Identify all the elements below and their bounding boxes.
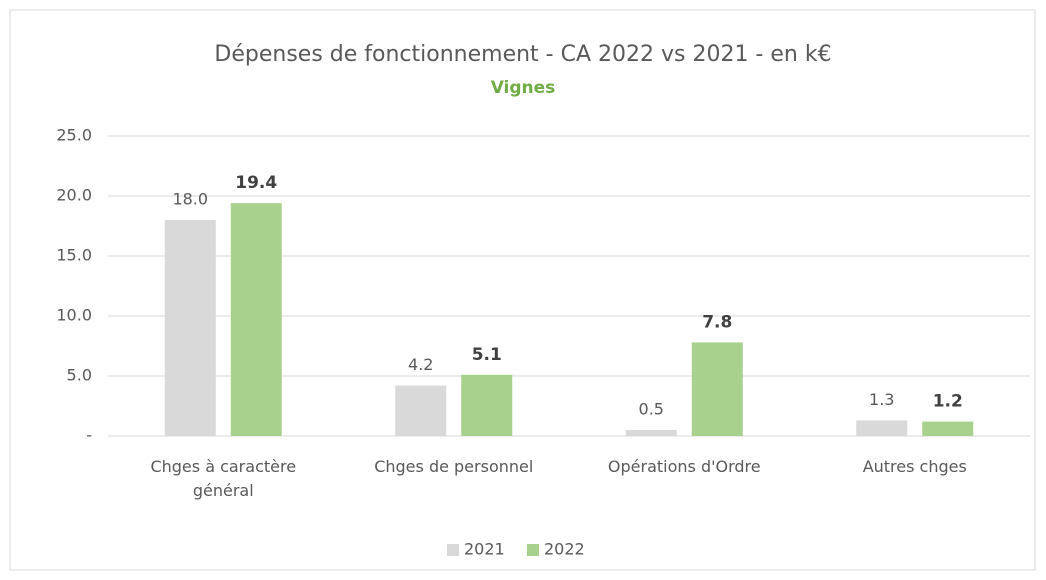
y-tick-label: 5.0 xyxy=(67,366,92,385)
y-tick-label: - xyxy=(86,426,92,445)
data-label: 18.0 xyxy=(172,190,208,209)
data-label: 5.1 xyxy=(472,345,502,365)
bar xyxy=(395,385,447,436)
bar xyxy=(922,421,974,436)
bar xyxy=(625,430,677,436)
bar xyxy=(461,374,513,436)
x-tick-label: Autres chges xyxy=(862,457,967,476)
legend-swatch xyxy=(527,544,539,556)
y-tick-label: 25.0 xyxy=(56,126,92,145)
data-label: 1.3 xyxy=(869,390,894,409)
bar xyxy=(691,342,743,436)
chart-subtitle: Vignes xyxy=(491,78,556,98)
legend-swatch xyxy=(447,544,459,556)
data-label: 4.2 xyxy=(408,355,433,374)
data-label: 1.2 xyxy=(933,392,963,412)
x-tick-label: Opérations d'Ordre xyxy=(607,457,761,476)
y-tick-label: 20.0 xyxy=(56,186,92,205)
legend-label: 2021 xyxy=(464,540,505,559)
bar xyxy=(856,420,908,436)
data-label: 19.4 xyxy=(235,173,277,193)
bar xyxy=(164,220,216,436)
y-tick-label: 15.0 xyxy=(56,246,92,265)
legend-label: 2022 xyxy=(544,540,585,559)
x-tick-label: Chges à caractère général xyxy=(150,457,297,500)
data-label: 0.5 xyxy=(639,400,664,419)
data-label: 7.8 xyxy=(702,312,732,332)
chart-title: Dépenses de fonctionnement - CA 2022 vs … xyxy=(214,42,831,67)
y-tick-label: 10.0 xyxy=(56,306,92,325)
x-tick-label: Chges de personnel xyxy=(374,457,534,476)
bar xyxy=(230,203,282,436)
